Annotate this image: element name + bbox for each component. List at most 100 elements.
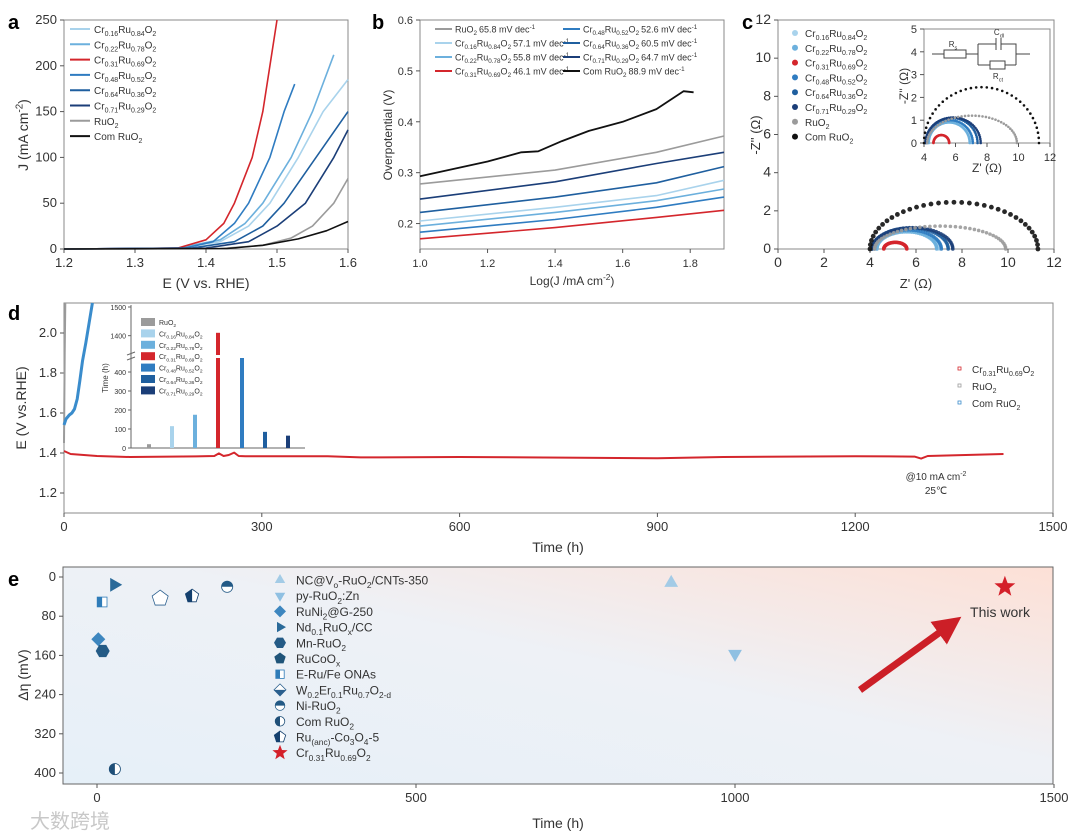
panel-e-data-point [728,649,742,662]
panel-c-data-point [981,203,987,208]
panel-e-data-point [994,575,1016,596]
panel-c-inset-data-point [941,118,944,121]
panel-c-data-point [913,226,917,230]
panel-c-inset-ytick-label: 1 [911,115,917,127]
panel-c-inset-data-point [977,114,981,118]
panel-c-data-point [948,224,953,229]
panel-label-c: c [742,12,753,34]
panel-b-legend-label: Cr0.71Ru0.29O2 [583,53,640,66]
panel-d-ytick-label: 1.2 [39,485,57,500]
panel-c-inset-data-point [954,91,958,95]
panel-a-xtick-label: 1.5 [268,255,286,270]
panel-c-ytick-label: 6 [763,126,771,142]
panel-c-inset-data-point [944,119,947,123]
panel-c-inset-data-point [947,141,951,145]
panel-a-series-line [63,129,349,250]
inset-legend-label: Cr0.64Ru0.36O2 [159,377,203,386]
panel-c-inset-data-point [975,137,979,141]
panel-a-legend-label: Cr0.64Ru0.36O2 [94,86,156,99]
panel-e-xtick-label: 500 [405,790,427,805]
panel-e-plot-frame [62,566,1054,785]
panel-c-xlabel: Z' (Ω) [900,276,932,291]
panel-c-data-point [895,229,900,234]
inset-bar-ytick-label: 0 [122,446,126,453]
panel-c-inset-data-point [949,94,953,97]
panel-e-legend-marker [274,716,286,727]
panel-c-inset-data-point [956,115,960,119]
panel-c-ytick-label: 8 [763,87,771,103]
panel-label-a: a [8,12,20,34]
panel-c-data-point [972,227,977,232]
panel-c-legend-label: Com RuO2 [805,133,853,146]
panel-c-data-point [907,206,913,212]
panel-b-legend-label: Cr0.16Ru0.84O2 [455,39,512,52]
panel-c-legend-label: Cr0.71Ru0.29O2 [805,103,867,116]
panel-d-legend-marker [957,400,962,405]
panel-c-inset-data-point [974,114,977,118]
panel-a-legend-label: Cr0.16Ru0.84O2 [94,25,156,38]
panel-c-inset-data-point [932,127,936,131]
panel-c-data-point [923,224,927,229]
panel-c-inset-ytick-label: 3 [911,70,917,82]
panel-e-data-point-fill [185,589,193,602]
panel-e-legend-marker-fill [275,716,280,727]
panel-c-xtick-label: 6 [912,254,920,270]
panel-c-legend-label: Cr0.22Ru0.78O2 [805,44,867,57]
panel-c-inset-data-point [963,114,967,118]
panel-c-inset-data-point [960,117,963,121]
panel-e-legend-marker [274,637,286,648]
panel-c-inset-data-point [991,117,994,120]
panel-c-inset-data-point [976,141,979,145]
panel-c-inset-data-point [941,120,945,124]
panel-a-ytick-label: 0 [50,241,57,256]
panel-c-data-point [976,228,981,233]
panel-c-inset-data-point [1022,104,1026,107]
panel-c-inset-data-point [929,131,932,134]
panel-d-xtick-label: 300 [251,519,273,534]
panel-c-legend-marker [792,89,798,96]
panel-d-xlabel: Time (h) [532,539,584,555]
panel-c-data-point [1022,221,1028,227]
panel-c-data-point [1026,225,1032,231]
panel-c-data-point [1013,215,1019,220]
panel-c-data-point [1018,218,1024,224]
panel-d-axes: 0 300 600 900 1200 1500 1.2 1.4 1.6 1.8 2.0 [39,302,1067,534]
panel-e-legend-marker [273,683,287,697]
panel-c-data-point [904,227,908,232]
panel-c-data-point [968,226,972,231]
circuit-label-cdl: Cdl [994,28,1004,39]
panel-a-series-line [63,83,296,250]
panel-a-xtick-label: 1.3 [126,255,144,270]
inset-legend-label: Cr0.48Ru0.52O2 [159,366,203,375]
panel-d-ytick-label: 1.6 [39,405,57,420]
panel-c-inset-xtick-label: 8 [984,152,990,164]
panel-d-ytick-label: 2.0 [39,325,57,340]
panel-c-inset-data-point [1013,133,1017,136]
panel-b-ytick-label: 0.6 [398,15,413,27]
panel-c-inset-data-point [994,118,997,121]
panel-e-legend-marker [274,574,286,583]
inset-bar-ytick-label: 1400 [110,334,126,341]
panel-e-data-point-fill [221,581,233,587]
panel-c-inset-data-point [934,108,937,111]
panel-c-xtick-label: 8 [958,254,966,270]
panel-c-data-point [891,231,896,235]
panel-b-series-line [419,196,725,233]
panel-e-ytick-label: 400 [34,765,56,780]
panel-c-data-point [951,247,955,251]
inset-bar [286,435,290,448]
panel-c-inset-data-point [979,139,982,143]
panel-c-inset-data-point [927,135,930,138]
panel-c-data-point [928,201,934,207]
panel-c-data-point [1003,247,1008,251]
panel-b-plot-frame [419,19,725,250]
panel-c-data-point [876,225,882,231]
panel-c-inset-data-point [1026,108,1029,111]
panel-c-inset-xtick-label: 12 [1044,152,1056,164]
panel-a-legend-label: RuO2 [94,117,119,130]
inset-bar [170,426,174,448]
panel-c-data-point [953,224,958,229]
panel-c-ytick-label: 0 [763,240,771,256]
panel-b-xlabel: Log(J /mA cm-2) [530,272,615,288]
panel-c-data-point [988,204,994,210]
